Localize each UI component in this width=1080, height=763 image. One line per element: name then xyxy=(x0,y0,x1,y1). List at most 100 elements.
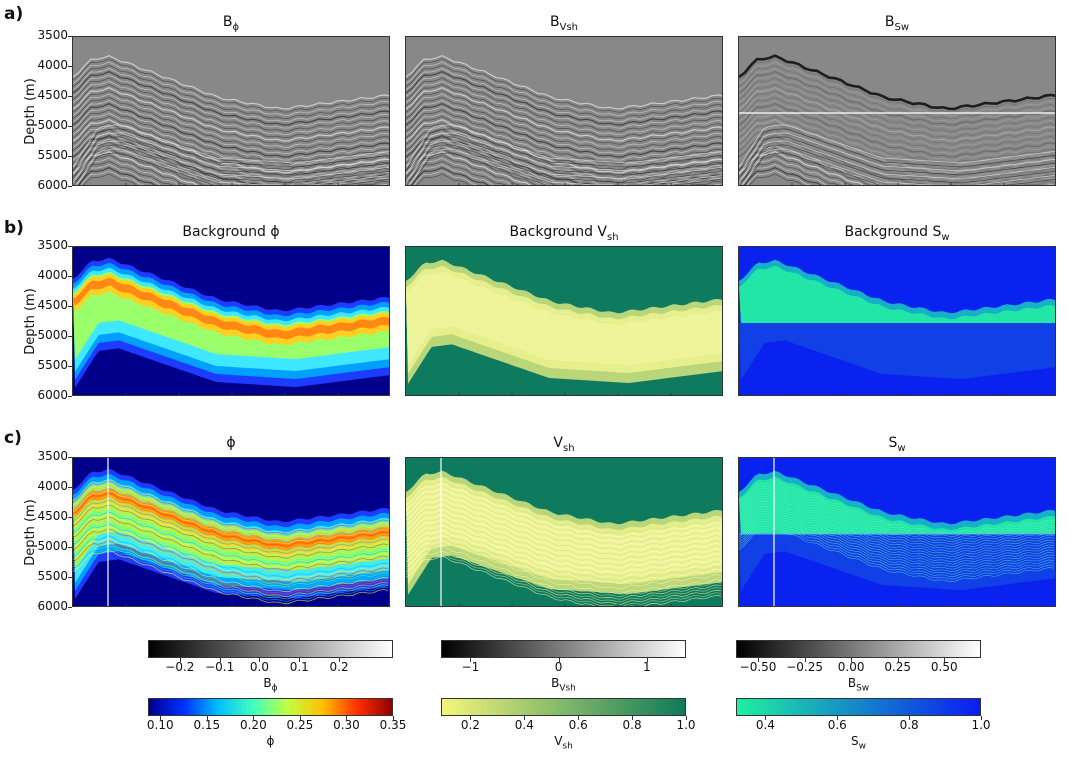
depth-tick: 3500 xyxy=(37,238,68,252)
colorbar-tick-mark xyxy=(851,658,853,662)
depth-tick-mark xyxy=(68,96,72,97)
colorbar-tick-mark xyxy=(578,716,580,720)
depth-tick-mark xyxy=(68,336,72,337)
panel-title: ϕ xyxy=(226,435,236,451)
colorbar-tick-mark xyxy=(259,658,261,662)
depth-tick: 3500 xyxy=(37,28,68,42)
colorbar-tick-mark xyxy=(299,658,301,662)
colorbar-tick-label: 0.50 xyxy=(930,660,958,674)
depth-tick-mark xyxy=(68,366,72,367)
panel-title: BSw xyxy=(884,14,910,33)
colorbar-tick-label: 0.25 xyxy=(286,718,314,732)
panel-c-1 xyxy=(72,457,390,607)
colorbar-tick-label: 0.6 xyxy=(568,718,588,732)
depth-tick-mark xyxy=(68,306,72,307)
colorbar-tick-label: 0.00 xyxy=(837,660,865,674)
colorbar-tick-mark xyxy=(765,716,767,720)
colorbar-tick-label: 0.2 xyxy=(329,660,349,674)
colorbar-tick-mark xyxy=(524,716,526,720)
colorbar-tick-label: −0.2 xyxy=(165,660,195,674)
depth-tick-mark xyxy=(68,36,72,37)
colorbar-tick-mark xyxy=(339,658,341,662)
panel-a-2 xyxy=(405,36,723,186)
colorbar-tick-label: 0.4 xyxy=(514,718,534,732)
colorbar-B_vsh xyxy=(441,640,686,658)
panel-title: Bϕ xyxy=(222,14,240,33)
depth-tick: 4000 xyxy=(37,479,68,493)
row-label-a: a) xyxy=(4,4,24,24)
colorbar-tick-label: 1.0 xyxy=(676,718,696,732)
colorbar-tick-label: 1.0 xyxy=(971,718,991,732)
colorbar-tick-label: 0.20 xyxy=(239,718,267,732)
colorbar-tick-mark xyxy=(632,716,634,720)
colorbar-label: BVsh xyxy=(551,676,576,694)
depth-tick: 5500 xyxy=(37,148,68,162)
colorbar-tick-label: 0.4 xyxy=(755,718,775,732)
depth-tick: 4500 xyxy=(37,509,68,523)
colorbar-sw xyxy=(736,698,981,716)
colorbar-tick-label: 0.8 xyxy=(899,718,919,732)
colorbar-tick-label: 0.15 xyxy=(193,718,221,732)
colorbar-tick-mark xyxy=(944,658,946,662)
colorbar-label: ϕ xyxy=(266,734,275,748)
depth-tick-mark xyxy=(68,246,72,247)
colorbar-tick-label: 0.10 xyxy=(146,718,174,732)
panel-title: Background Vsh xyxy=(509,224,619,243)
colorbar-tick-label: 0.25 xyxy=(884,660,912,674)
colorbar-tick-label: 0.2 xyxy=(460,718,480,732)
depth-tick-mark xyxy=(68,547,72,548)
colorbar-tick-mark xyxy=(470,716,472,720)
colorbar-vsh xyxy=(441,698,686,716)
panel-a-3 xyxy=(738,36,1056,186)
panel-title: Background ϕ xyxy=(182,224,280,240)
depth-tick: 5500 xyxy=(37,569,68,583)
depth-tick: 6000 xyxy=(37,388,68,402)
colorbar-phi xyxy=(148,698,393,716)
depth-tick: 4000 xyxy=(37,268,68,282)
depth-tick-mark xyxy=(68,186,72,187)
depth-tick-mark xyxy=(68,66,72,67)
depth-tick: 6000 xyxy=(37,178,68,192)
colorbar-tick-label: −0.25 xyxy=(786,660,823,674)
colorbar-tick-mark xyxy=(837,716,839,720)
colorbar-tick-mark xyxy=(393,716,394,720)
colorbar-tick-label: 0.8 xyxy=(622,718,642,732)
panel-b-2 xyxy=(405,246,723,396)
depth-tick-mark xyxy=(68,276,72,277)
depth-tick: 5500 xyxy=(37,358,68,372)
colorbar-tick-mark xyxy=(686,716,687,720)
depth-tick-mark xyxy=(68,517,72,518)
colorbar-B_sw xyxy=(736,640,981,658)
colorbar-label: Vsh xyxy=(554,734,573,752)
panel-title: Vsh xyxy=(553,435,575,454)
panel-b-3 xyxy=(738,246,1056,396)
depth-tick-mark xyxy=(68,126,72,127)
depth-tick-mark xyxy=(68,396,72,397)
panel-title: BVsh xyxy=(550,14,578,33)
colorbar-tick-mark xyxy=(206,716,208,720)
row-label-b: b) xyxy=(4,218,24,238)
depth-tick: 4000 xyxy=(37,58,68,72)
colorbar-tick-label: −0.50 xyxy=(739,660,777,674)
panel-title: Background Sw xyxy=(844,224,950,243)
colorbar-label: Sw xyxy=(851,734,866,752)
colorbar-tick-mark xyxy=(909,716,911,720)
colorbar-tick-mark xyxy=(160,716,162,720)
panel-c-2 xyxy=(405,457,723,607)
colorbar-tick-label: 0.35 xyxy=(379,718,407,732)
colorbar-tick-mark xyxy=(804,658,806,662)
colorbar-tick-mark xyxy=(346,716,348,720)
panel-title: Sw xyxy=(888,435,906,454)
colorbar-tick-label: −1 xyxy=(461,660,480,674)
colorbar-tick-mark xyxy=(299,716,301,720)
colorbar-label: Bϕ xyxy=(263,676,278,694)
depth-tick: 6000 xyxy=(37,599,68,613)
colorbar-tick-label: 0 xyxy=(554,660,563,674)
colorbar-tick-mark xyxy=(219,658,221,662)
panel-b-1 xyxy=(72,246,390,396)
depth-tick-mark xyxy=(68,607,72,608)
colorbar-tick-mark xyxy=(253,716,255,720)
depth-tick-mark xyxy=(68,156,72,157)
depth-tick: 3500 xyxy=(37,449,68,463)
depth-tick-mark xyxy=(68,577,72,578)
